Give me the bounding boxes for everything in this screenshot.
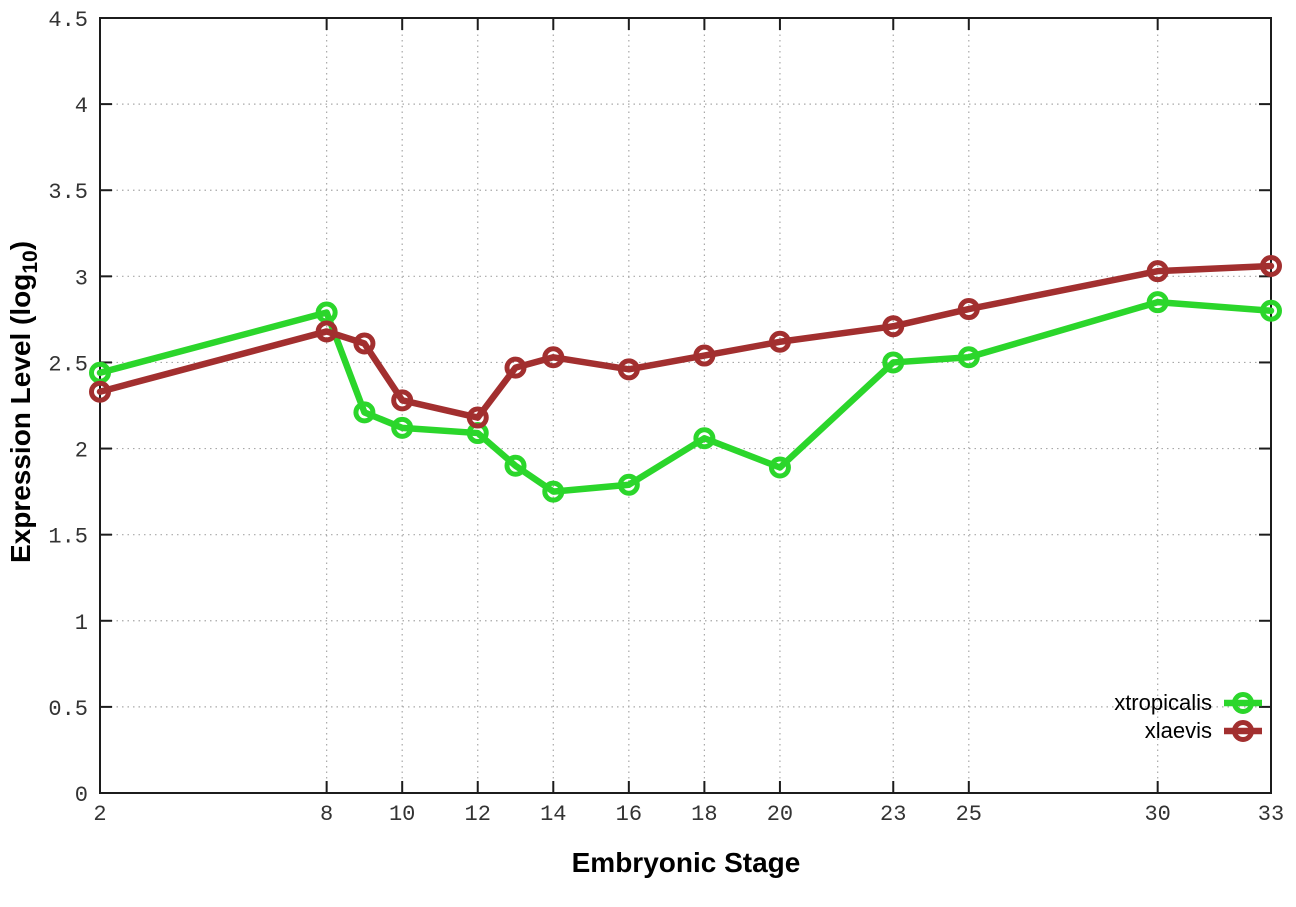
x-tick-label: 33 bbox=[1258, 802, 1284, 827]
y-tick-label: 1.5 bbox=[48, 525, 88, 550]
data-point-xlaevis bbox=[1146, 260, 1169, 283]
series-line-xlaevis bbox=[96, 262, 1275, 421]
data-point-xlaevis bbox=[504, 356, 527, 379]
plot-border-rect bbox=[99, 17, 1272, 794]
series-layer bbox=[89, 255, 1282, 503]
data-point-xtropicalis bbox=[1146, 291, 1169, 314]
data-point-xtropicalis bbox=[882, 351, 905, 374]
plot-border bbox=[99, 17, 1272, 794]
y-tick-label: 4.5 bbox=[48, 8, 88, 33]
series-line-xtropicalis bbox=[96, 298, 1275, 495]
grid-layer bbox=[100, 18, 1271, 793]
x-axis-title: Embryonic Stage bbox=[572, 847, 801, 878]
data-point-xtropicalis bbox=[391, 416, 414, 439]
data-point-xlaevis bbox=[466, 406, 489, 429]
data-point-xlaevis bbox=[693, 344, 716, 367]
y-tick-label: 1 bbox=[75, 611, 88, 636]
x-tick-label: 14 bbox=[540, 802, 566, 827]
tick-label-layer: 2 8 10 12 14 16 18 20 23 25 30 33 0 0.5 1 1.5 2 2.5 3 3.5 4 4… bbox=[48, 8, 1284, 827]
legend-label-xlaevis: xlaevis bbox=[1145, 718, 1212, 743]
tick-layer bbox=[99, 17, 1272, 794]
y-tick-label: 3.5 bbox=[48, 180, 88, 205]
data-point-xlaevis bbox=[617, 358, 640, 381]
x-tick-label: 2 bbox=[93, 802, 106, 827]
data-point-xtropicalis bbox=[353, 401, 376, 424]
legend: xtropicalis xlaevis bbox=[1114, 690, 1262, 743]
data-point-xlaevis bbox=[315, 320, 338, 343]
y-tick-label: 0 bbox=[75, 783, 88, 808]
data-point-xtropicalis bbox=[542, 480, 565, 503]
data-point-xtropicalis bbox=[768, 456, 791, 479]
y-axis-title-subscript: 10 bbox=[19, 250, 42, 273]
data-point-xtropicalis bbox=[617, 473, 640, 496]
data-point-xtropicalis bbox=[1260, 299, 1282, 322]
legend-marker-xlaevis bbox=[1232, 720, 1254, 742]
y-axis-title: Expression Level (log10) bbox=[5, 241, 42, 563]
legend-marker-xtropicalis bbox=[1232, 692, 1254, 714]
legend-label-xtropicalis: xtropicalis bbox=[1114, 690, 1212, 715]
x-tick-label: 30 bbox=[1144, 802, 1170, 827]
x-tick-label: 18 bbox=[691, 802, 717, 827]
data-point-xlaevis bbox=[768, 330, 791, 353]
data-point-xlaevis bbox=[89, 380, 111, 403]
data-point-xlaevis bbox=[353, 332, 376, 355]
data-point-xlaevis bbox=[1260, 255, 1282, 277]
y-tick-label: 3 bbox=[75, 266, 88, 291]
x-tick-label: 20 bbox=[767, 802, 793, 827]
x-tick-label: 23 bbox=[880, 802, 906, 827]
data-point-xtropicalis bbox=[504, 454, 527, 477]
data-point-xlaevis bbox=[542, 346, 565, 369]
x-tick-label: 12 bbox=[465, 802, 491, 827]
data-point-xtropicalis bbox=[957, 346, 980, 369]
x-tick-label: 16 bbox=[616, 802, 642, 827]
y-tick-label: 0.5 bbox=[48, 697, 88, 722]
data-point-xlaevis bbox=[882, 315, 905, 338]
y-tick-label: 2 bbox=[75, 439, 88, 464]
data-point-xlaevis bbox=[957, 298, 980, 321]
x-tick-label: 10 bbox=[389, 802, 415, 827]
y-tick-label: 4 bbox=[75, 94, 88, 119]
y-tick-label: 2.5 bbox=[48, 352, 88, 377]
data-point-xtropicalis bbox=[693, 427, 716, 450]
x-tick-label: 25 bbox=[956, 802, 982, 827]
y-axis-title-main: Expression Level (log bbox=[5, 274, 36, 563]
data-point-xlaevis bbox=[391, 389, 414, 412]
y-axis-title-close: ) bbox=[5, 241, 36, 250]
x-tick-label: 8 bbox=[320, 802, 333, 827]
